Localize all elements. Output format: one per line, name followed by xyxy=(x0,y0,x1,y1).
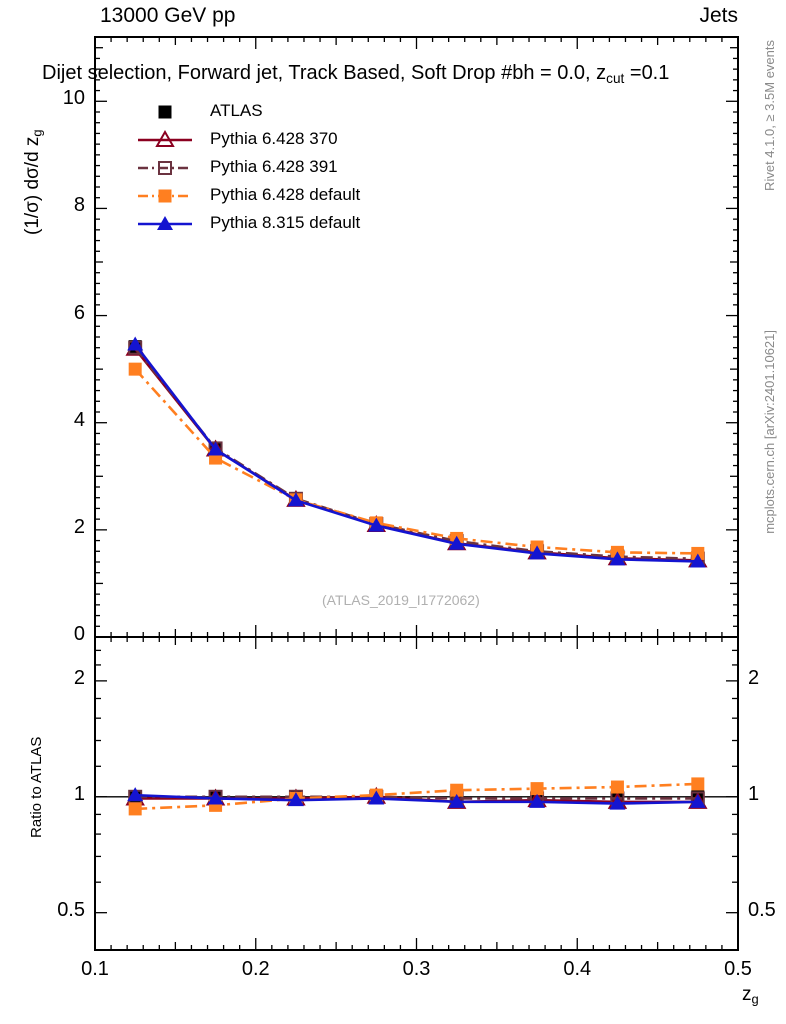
main-line-Pythia-6-428-default xyxy=(134,368,698,555)
main-panel-frame xyxy=(94,36,739,638)
plot-title: Dijet selection, Forward jet, Track Base… xyxy=(42,62,669,86)
main-line-Pythia-8-315-default xyxy=(134,343,698,563)
ratio-marker-Pythia-8-315-default-7 xyxy=(689,793,706,808)
legend-marker-2 xyxy=(158,161,172,175)
xlabel-text: z xyxy=(742,984,752,1005)
header-right: Jets xyxy=(699,4,738,27)
ratio-line-Pythia-6-428-default xyxy=(135,782,698,811)
legend-label-1: Pythia 6.428 370 xyxy=(210,129,338,148)
legend-marker-0 xyxy=(158,105,172,119)
legend-label-2: Pythia 6.428 391 xyxy=(210,157,338,176)
main-marker-Pythia-8-315-default-0 xyxy=(127,336,144,351)
y-tick-label-ratio-right-2: 2 xyxy=(748,666,760,689)
y-tick-label-ratio-left-2: 2 xyxy=(73,666,85,689)
ratio-marker-Pythia-6-428-default-6 xyxy=(610,780,624,794)
plot-title-tail: 0.1 xyxy=(641,62,670,84)
xlabel: zg xyxy=(742,984,759,1007)
ratio-marker-Pythia-8-315-default-0 xyxy=(127,787,144,802)
ratio-marker-Pythia-6-428-default-7 xyxy=(691,777,705,791)
y-tick-label-main-3: 6 xyxy=(73,301,85,324)
y-tick-label-main-0: 0 xyxy=(73,623,85,645)
ratio-marker-Pythia-6-428-default-0 xyxy=(128,802,142,816)
main-marker-Pythia-8-315-default-4 xyxy=(448,535,465,550)
legend-marker-4 xyxy=(157,216,173,230)
x-tick-label-0: 0.1 xyxy=(81,958,109,980)
y-tick-label-ratio-left-0: 0.5 xyxy=(57,898,85,921)
ratio-line-Pythia-6-428-391 xyxy=(135,795,698,800)
ratio-marker-Pythia-8-315-default-1 xyxy=(207,790,224,805)
legend-label-0: ATLAS xyxy=(210,101,263,120)
xlabel-sub: g xyxy=(751,991,759,1007)
plot-title-main: Dijet selection, Forward jet, Track Base… xyxy=(42,62,524,84)
legend-marker-3 xyxy=(158,189,172,203)
y-tick-label-main-1: 2 xyxy=(73,515,85,538)
header-left: 13000 GeV pp xyxy=(100,4,236,27)
main-marker-Pythia-8-315-default-7 xyxy=(689,553,706,568)
legend-label-4: Pythia 8.315 default xyxy=(210,213,361,232)
main-marker-Pythia-8-315-default-1 xyxy=(207,441,224,456)
x-tick-label-1: 0.2 xyxy=(241,958,270,980)
legend-label-3: Pythia 6.428 default xyxy=(210,185,361,204)
ratio-line-Pythia-8-315-default xyxy=(135,793,698,805)
x-tick-label-4: 0.5 xyxy=(724,958,752,980)
main-marker-Pythia-8-315-default-2 xyxy=(287,492,304,507)
main-marker-Pythia-6-428-default-7 xyxy=(691,546,705,560)
ratio-marker-Pythia-6-428-default-4 xyxy=(450,783,464,797)
plot-title-eq3: = xyxy=(629,62,642,84)
ratio-marker-Pythia-8-315-default-4 xyxy=(448,793,465,808)
ratio-marker-Pythia-6-428-default-5 xyxy=(530,782,544,796)
y-tick-label-main-5: 10 xyxy=(62,87,85,110)
ratio-marker-Pythia-8-315-default-5 xyxy=(529,793,546,808)
main-marker-Pythia-8-315-default-6 xyxy=(609,551,626,566)
y-tick-label-ratio-right-1: 1 xyxy=(748,782,760,805)
x-tick-label-2: 0.3 xyxy=(402,958,431,980)
main-marker-Pythia-8-315-default-3 xyxy=(368,517,385,532)
y-tick-label-main-2: 4 xyxy=(73,408,85,431)
plot-title-part2: = 0.0, z xyxy=(540,62,607,84)
y-tick-label-main-4: 8 xyxy=(73,194,85,217)
y-tick-label-ratio-right-0: 0.5 xyxy=(748,898,776,921)
ratio-marker-Pythia-8-315-default-6 xyxy=(609,795,626,810)
watermark: (ATLAS_2019_I1772062) xyxy=(322,592,480,608)
ratio-marker-Pythia-8-315-default-3 xyxy=(368,790,385,805)
x-tick-label-3: 0.4 xyxy=(563,958,592,980)
plot-title-beta: h xyxy=(523,62,535,84)
legend-marker-1 xyxy=(155,129,175,147)
ratio-marker-Pythia-8-315-default-2 xyxy=(287,792,304,807)
main-marker-Pythia-6-428-default-0 xyxy=(128,362,142,376)
plot-title-sub: cut xyxy=(606,70,625,86)
main-marker-Pythia-8-315-default-5 xyxy=(529,545,546,560)
y-tick-label-ratio-left-1: 1 xyxy=(73,782,85,805)
